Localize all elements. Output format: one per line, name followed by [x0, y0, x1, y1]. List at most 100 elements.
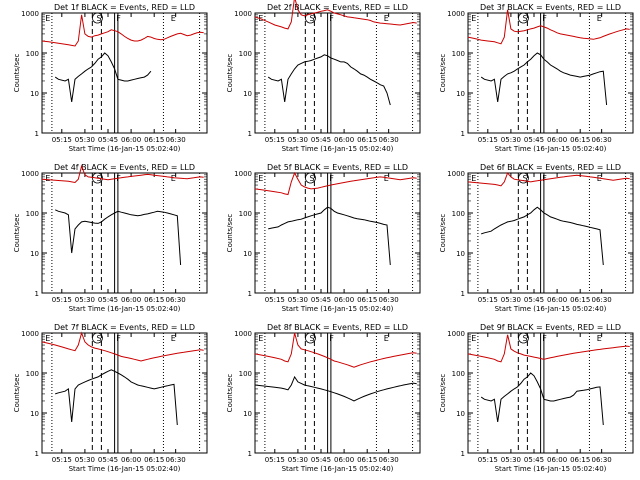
- y-tick-label: 1: [35, 450, 39, 458]
- x-tick-label: 06:00: [121, 456, 141, 464]
- y-axis-label: Counts/sec: [13, 214, 21, 253]
- y-tick-label: 10: [243, 250, 252, 258]
- y-tick-label: 100: [239, 370, 252, 378]
- detector-panel-6: Det 6f BLACK = Events, RED = LLD 1 10 100 10…: [439, 163, 634, 313]
- x-tick-label: 06:15: [144, 136, 164, 144]
- start-marker-circle: [305, 172, 316, 184]
- x-tick-label: 06:00: [547, 456, 567, 464]
- start-marker-circle: [92, 332, 103, 344]
- x-tick-label: 05:15: [52, 296, 72, 304]
- event-letter-marker: F: [329, 334, 334, 343]
- y-tick-label: 1: [461, 290, 465, 298]
- events-series-line: [480, 52, 608, 106]
- y-tick-label: 1000: [234, 170, 252, 178]
- x-tick-label: 06:15: [357, 296, 377, 304]
- y-tick-label: 1000: [234, 330, 252, 338]
- event-letter-marker: E: [471, 14, 476, 23]
- y-axis-label: Counts/sec: [439, 214, 447, 253]
- y-tick-label: 1000: [447, 170, 465, 178]
- event-letter-marker: S: [309, 334, 314, 343]
- lld-series-line: [467, 172, 630, 187]
- x-tick-label: 06:00: [547, 296, 567, 304]
- y-tick-label: 1: [248, 130, 252, 138]
- event-letter-marker: E: [171, 334, 176, 343]
- x-tick-label: 06:00: [334, 456, 354, 464]
- y-tick-label: 10: [456, 90, 465, 98]
- x-tick-label: 05:30: [75, 136, 95, 144]
- plot-frame: [41, 332, 208, 454]
- events-series-line: [268, 206, 391, 266]
- event-letter-marker: F: [542, 14, 547, 23]
- event-letter-marker: E: [384, 334, 389, 343]
- lld-series-line: [41, 331, 204, 362]
- x-axis-label: Start Time (16-Jan-15 05:02:40): [69, 145, 181, 153]
- x-tick-label: 06:15: [357, 136, 377, 144]
- event-letter-marker: S: [309, 174, 314, 183]
- detector-panel-5: Det 5f BLACK = Events, RED = LLD 1 10 100 10…: [226, 163, 421, 313]
- y-tick-label: 10: [243, 90, 252, 98]
- y-tick-label: 100: [239, 210, 252, 218]
- x-tick-label: 05:45: [98, 296, 118, 304]
- events-series-line: [54, 209, 182, 266]
- x-axis-label: Start Time (16-Jan-15 05:02:40): [495, 145, 607, 153]
- plot-frame: [467, 12, 634, 134]
- x-tick-label: 06:30: [592, 296, 612, 304]
- event-letter-marker: E: [597, 334, 602, 343]
- x-tick-label: 05:45: [311, 456, 331, 464]
- x-tick-label: 05:45: [524, 296, 544, 304]
- x-tick-label: 05:30: [501, 296, 521, 304]
- event-letter-marker: S: [522, 174, 527, 183]
- x-axis-label: Start Time (16-Jan-15 05:02:40): [69, 305, 181, 313]
- start-marker-circle: [518, 12, 529, 24]
- y-tick-label: 1000: [447, 10, 465, 18]
- event-letter-marker: E: [258, 174, 263, 183]
- event-letter-marker: E: [45, 174, 50, 183]
- x-tick-label: 06:30: [592, 136, 612, 144]
- y-tick-label: 1000: [234, 10, 252, 18]
- lld-series-line: [254, 171, 417, 196]
- event-letter-marker: E: [384, 174, 389, 183]
- x-tick-label: 06:15: [570, 296, 590, 304]
- y-tick-label: 1000: [21, 330, 39, 338]
- y-tick-label: 1: [248, 450, 252, 458]
- events-series-line: [267, 54, 391, 106]
- detector-panel-7: Det 7f BLACK = Events, RED = LLD 1 10 100 10…: [13, 323, 208, 473]
- lld-series-line: [41, 164, 204, 184]
- detector-panel-4: Det 4f BLACK = Events, RED = LLD 1 10 100 10…: [13, 163, 208, 313]
- y-tick-label: 10: [456, 410, 465, 418]
- detector-panel-3: Det 3f BLACK = Events, RED = LLD 1 10 100 10…: [439, 3, 634, 153]
- event-letter-marker: S: [522, 14, 527, 23]
- y-tick-label: 100: [452, 210, 465, 218]
- event-letter-marker: E: [45, 334, 50, 343]
- y-tick-label: 1000: [21, 10, 39, 18]
- x-tick-label: 05:45: [311, 296, 331, 304]
- y-tick-label: 10: [30, 90, 39, 98]
- start-marker-circle: [305, 332, 316, 344]
- event-letter-marker: E: [258, 334, 263, 343]
- y-tick-label: 1000: [21, 170, 39, 178]
- event-letter-marker: E: [471, 334, 476, 343]
- x-tick-label: 05:30: [75, 456, 95, 464]
- x-tick-label: 06:00: [121, 296, 141, 304]
- y-tick-label: 10: [456, 250, 465, 258]
- lld-series-line: [254, 0, 417, 30]
- y-tick-label: 10: [30, 410, 39, 418]
- x-axis-label: Start Time (16-Jan-15 05:02:40): [282, 145, 394, 153]
- event-letter-marker: F: [329, 14, 334, 23]
- x-tick-label: 06:00: [334, 136, 354, 144]
- y-tick-label: 1: [35, 130, 39, 138]
- event-letter-marker: E: [597, 14, 602, 23]
- plot-frame: [41, 12, 208, 134]
- x-tick-label: 05:15: [265, 136, 285, 144]
- x-axis-label: Start Time (16-Jan-15 05:02:40): [69, 465, 181, 473]
- x-tick-label: 05:45: [524, 456, 544, 464]
- event-letter-marker: E: [384, 14, 389, 23]
- x-tick-label: 05:30: [75, 296, 95, 304]
- x-axis-label: Start Time (16-Jan-15 05:02:40): [495, 465, 607, 473]
- plot-frame: [467, 172, 634, 294]
- events-series-line: [481, 206, 604, 266]
- x-axis-label: Start Time (16-Jan-15 05:02:40): [282, 305, 394, 313]
- y-tick-label: 1: [461, 130, 465, 138]
- panel-title: Det 4f BLACK = Events, RED = LLD: [54, 163, 195, 172]
- event-letter-marker: E: [45, 14, 50, 23]
